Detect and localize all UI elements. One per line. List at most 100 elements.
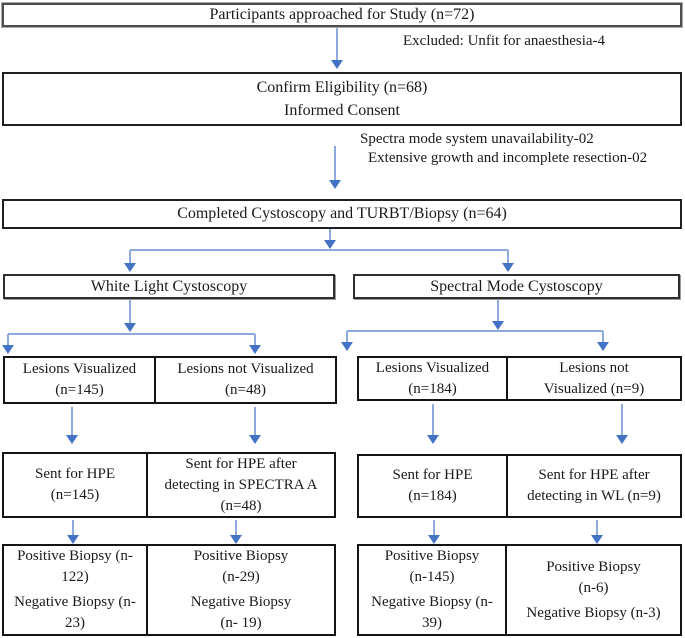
sp-lesions-visualized-cell: Lesions Visualized (n=184) xyxy=(359,358,508,399)
arrow-down-icon xyxy=(249,435,261,444)
arrow-down-icon xyxy=(124,263,136,272)
cell-line: detecting in WL (n=9) xyxy=(527,488,661,504)
positive-biopsy-result: Positive Biopsy (n- 122) xyxy=(17,546,133,588)
cell-line: (n=48) xyxy=(225,382,266,398)
sp-lesions-table: Lesions Visualized (n=184) Lesions not V… xyxy=(357,356,682,401)
cell-line: (n-145) xyxy=(409,569,455,585)
cell-line: Negative Biopsy (n- xyxy=(14,594,136,610)
sp-biopsy-not-visualized-cell: Positive Biopsy (n-6) Negative Biopsy (n… xyxy=(507,546,680,634)
arrow-down-icon xyxy=(230,535,242,544)
cell-line: Negative Biopsy (n-3) xyxy=(526,604,661,621)
spectral-mode-label: Spectral Mode Cystoscopy xyxy=(430,277,603,295)
arrow-down-icon xyxy=(124,323,136,332)
wl-hpe-direct-cell: Sent for HPE (n=145) xyxy=(4,454,148,516)
white-light-box: White Light Cystoscopy xyxy=(3,274,335,299)
cell-line: (n=145) xyxy=(50,487,100,503)
negative-biopsy-result: Negative Biopsy (n- 39) xyxy=(371,592,493,634)
arrow-down-icon xyxy=(67,535,79,544)
participants-box: Participants approached for Study (n=72) xyxy=(2,3,682,27)
arrow-down-icon xyxy=(324,240,336,249)
arrow-down-icon xyxy=(502,263,514,272)
cell-line: Positive Biopsy (n- xyxy=(17,548,133,564)
cell-line: (n=145) xyxy=(55,382,104,398)
sp-hpe-table: Sent for HPE (n=184) Sent for HPE after … xyxy=(357,454,682,518)
spectral-mode-box: Spectral Mode Cystoscopy xyxy=(353,274,680,299)
cell-line: Visualized (n=9) xyxy=(543,380,645,397)
positive-biopsy-result: Positive Biopsy (n-145) xyxy=(385,546,480,588)
arrow-line xyxy=(346,331,348,343)
negative-biopsy-result: Negative Biopsy (n- 19) xyxy=(191,592,291,634)
arrow-line xyxy=(497,300,499,322)
cell-line: (n=184) xyxy=(408,380,457,397)
cell-line: Lesions Visualized xyxy=(22,361,137,377)
cell-line: Sent for HPE after xyxy=(185,455,297,472)
cell-line: Negative Biopsy (n- xyxy=(371,594,493,610)
arrow-down-icon xyxy=(597,342,609,351)
cell-line: Lesions Visualized xyxy=(375,359,490,376)
sp-biopsy-visualized-cell: Positive Biopsy (n-145) Negative Biopsy … xyxy=(359,546,507,634)
arrow-line xyxy=(621,404,623,436)
cell-line: (n=184) xyxy=(408,488,457,504)
wl-biopsy-table: Positive Biopsy (n- 122) Negative Biopsy… xyxy=(2,544,336,636)
arrow-line xyxy=(329,229,331,241)
wl-hpe-after-cell: Sent for HPE after detecting in SPECTRA … xyxy=(148,454,334,516)
arrow-down-icon xyxy=(2,345,14,354)
arrow-down-icon xyxy=(427,435,439,444)
arrow-line xyxy=(254,407,256,436)
sp-lesions-not-visualized-cell: Lesions not Visualized (n=9) xyxy=(508,358,680,399)
wl-biopsy-visualized-cell: Positive Biopsy (n- 122) Negative Biopsy… xyxy=(4,546,148,634)
arrow-line xyxy=(602,331,604,343)
cell-line: (n-29) xyxy=(222,569,260,585)
cell-line: 39) xyxy=(421,615,442,631)
eligibility-box: Confirm Eligibility (n=68) Informed Cons… xyxy=(2,72,682,126)
excluded-note: Excluded: Unfit for anaesthesia-4 xyxy=(403,33,606,49)
cell-line: Negative Biopsy xyxy=(190,594,292,610)
arrow-line xyxy=(235,520,237,536)
arrow-down-icon xyxy=(591,535,603,544)
cell-line: Lesions not xyxy=(559,359,629,376)
positive-biopsy-result: Positive Biopsy (n-29) xyxy=(194,546,289,588)
cell-line: Positive Biopsy xyxy=(546,558,641,575)
arrow-line xyxy=(254,334,256,346)
sp-hpe-after-cell: Sent for HPE after detecting in WL (n=9) xyxy=(508,456,680,516)
completed-label: Completed Cystoscopy and TURBT/Biopsy (n… xyxy=(177,205,507,222)
arrow-line xyxy=(7,334,9,346)
eligibility-line2: Informed Consent xyxy=(284,101,400,119)
cell-line: (n-6) xyxy=(578,579,609,596)
arrow-down-icon xyxy=(66,435,78,444)
arrow-line xyxy=(71,407,73,436)
cell-line: (n=48) xyxy=(220,497,262,514)
eligibility-line1: Confirm Eligibility (n=68) xyxy=(256,78,428,96)
wl-lesions-visualized-cell: Lesions Visualized (n=145) xyxy=(5,358,156,402)
arrow-line xyxy=(129,250,131,264)
arrow-down-icon xyxy=(329,180,341,189)
arrow-down-icon xyxy=(616,435,628,444)
cell-line: Sent for HPE after xyxy=(538,467,650,483)
cell-line: Positive Biopsy xyxy=(193,548,289,564)
cell-line: Positive Biopsy xyxy=(384,548,480,564)
connector-line xyxy=(347,330,603,332)
arrow-line xyxy=(433,520,435,536)
arrow-down-icon xyxy=(331,60,343,69)
arrow-line xyxy=(432,404,434,436)
arrow-down-icon xyxy=(249,345,261,354)
arrow-down-icon xyxy=(492,321,504,330)
connector-line xyxy=(130,249,508,251)
wl-biopsy-not-visualized-cell: Positive Biopsy (n-29) Negative Biopsy (… xyxy=(148,546,334,634)
completed-box: Completed Cystoscopy and TURBT/Biopsy (n… xyxy=(2,199,682,229)
white-light-label: White Light Cystoscopy xyxy=(90,277,248,295)
negative-biopsy-result: Negative Biopsy (n- 23) xyxy=(14,592,136,634)
participants-label: Participants approached for Study (n=72) xyxy=(209,6,475,23)
cell-line: 23) xyxy=(64,615,85,631)
arrow-line xyxy=(336,28,338,61)
arrow-down-icon xyxy=(341,342,353,351)
positive-biopsy-result: Positive Biopsy (n-6) xyxy=(546,557,641,599)
arrow-line xyxy=(72,520,74,536)
arrow-line xyxy=(334,146,336,181)
arrow-line xyxy=(596,520,598,536)
cell-line: 122) xyxy=(61,569,89,585)
cell-line: Sent for HPE xyxy=(392,467,473,483)
wl-lesions-not-visualized-cell: Lesions not Visualized (n=48) xyxy=(156,358,335,402)
cell-line: (n- 19) xyxy=(220,615,262,631)
